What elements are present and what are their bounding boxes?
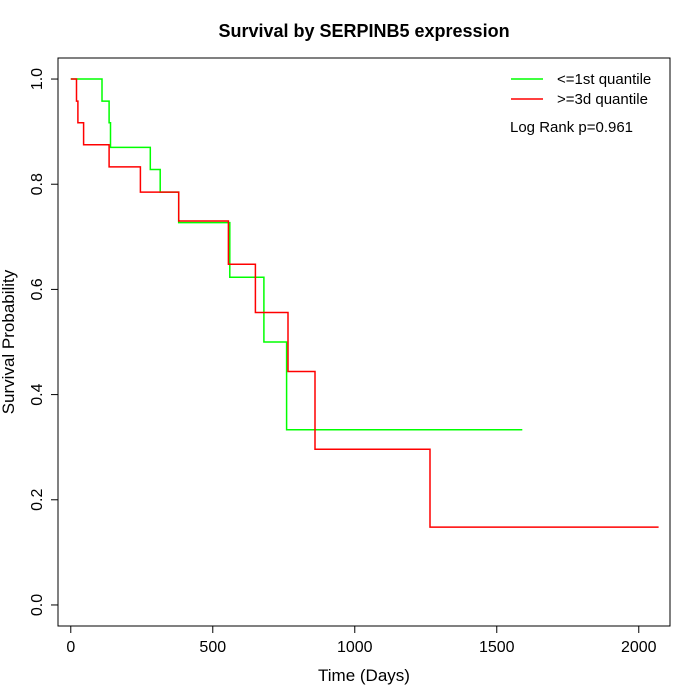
y-tick-label: 0.6 (29, 278, 46, 300)
x-tick-label: 2000 (621, 639, 657, 656)
x-tick-label: 1500 (479, 639, 515, 656)
x-axis: 0 500 1000 1500 2000 (66, 626, 657, 656)
y-tick-label: 0.8 (29, 173, 46, 195)
legend-label-0: <=1st quantile (557, 71, 651, 88)
x-tick-label: 0 (66, 639, 75, 656)
y-tick-label: 0.4 (29, 383, 46, 405)
y-tick-label: 0.0 (29, 594, 46, 616)
series-line-1 (70, 78, 659, 528)
legend-label-1: >=3d quantile (557, 91, 648, 108)
chart-title: Survival by SERPINB5 expression (218, 21, 509, 41)
series-layer (70, 78, 659, 528)
y-tick-label: 1.0 (29, 68, 46, 90)
x-axis-label: Time (Days) (318, 666, 410, 685)
y-axis: 0.0 0.2 0.4 0.6 0.8 1.0 (29, 68, 58, 616)
series-line-0 (70, 78, 523, 431)
plot-frame (57, 57, 671, 627)
x-tick-label: 500 (199, 639, 226, 656)
x-tick-label: 1000 (337, 639, 373, 656)
y-tick-label: 0.2 (29, 489, 46, 511)
y-axis-label: Survival Probability (0, 269, 18, 414)
log-rank-annotation: Log Rank p=0.961 (510, 119, 633, 136)
legend: <=1st quantile >=3d quantile (511, 71, 651, 108)
